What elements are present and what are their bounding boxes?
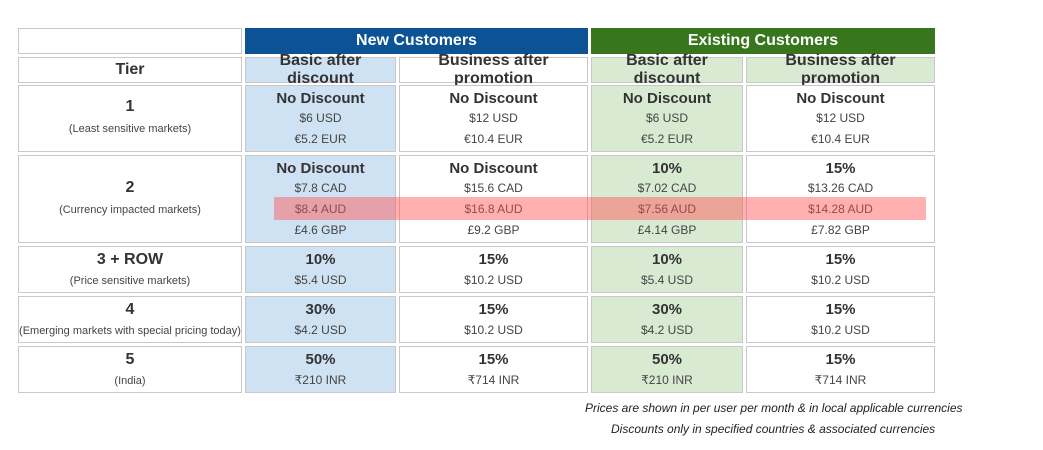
discount-label: 10% bbox=[651, 251, 683, 268]
price-value: £7.82 GBP bbox=[811, 223, 870, 237]
price-cell: No Discount $6 USD €5.2 EUR bbox=[245, 85, 396, 152]
tier-cell: 1 (Least sensitive markets) bbox=[18, 85, 242, 152]
price-cell: 10% $5.4 USD bbox=[591, 246, 743, 293]
discount-label: 15% bbox=[478, 351, 509, 368]
discount-label: 10% bbox=[651, 160, 683, 177]
price-cell: No Discount $6 USD €5.2 EUR bbox=[591, 85, 743, 152]
discount-label: 15% bbox=[825, 301, 856, 318]
price-cell: 15% ₹714 INR bbox=[746, 346, 935, 393]
price-cell: 30% $4.2 USD bbox=[245, 296, 396, 343]
price-value: €5.2 EUR bbox=[294, 132, 347, 146]
price-value: $10.2 USD bbox=[811, 323, 870, 337]
price-value: €5.2 EUR bbox=[640, 132, 694, 146]
price-value: $4.2 USD bbox=[640, 323, 694, 337]
tier-number: 5 bbox=[125, 351, 135, 368]
footnote-discounts: Discounts only in specified countries & … bbox=[611, 422, 936, 436]
price-value: ₹210 INR bbox=[641, 373, 693, 387]
price-value: £9.2 GBP bbox=[467, 223, 520, 237]
price-value: $6 USD bbox=[299, 111, 342, 125]
tier-description: (Emerging markets with special pricing t… bbox=[19, 325, 241, 337]
price-value: $15.6 CAD bbox=[464, 181, 523, 195]
price-cell: 15% $10.2 USD bbox=[746, 246, 935, 293]
discount-label: 15% bbox=[825, 251, 856, 268]
price-cell: 15% $10.2 USD bbox=[399, 296, 588, 343]
price-value: $13.26 CAD bbox=[807, 181, 874, 195]
tier-cell: 5 (India) bbox=[18, 346, 242, 393]
existing-business-column-header: Business after promotion bbox=[746, 52, 935, 87]
price-value: $4.2 USD bbox=[294, 323, 347, 337]
tier-cell: 2 (Currency impacted markets) bbox=[18, 155, 242, 243]
price-cell: 30% $4.2 USD bbox=[591, 296, 743, 343]
discount-label: No Discount bbox=[276, 160, 365, 177]
tier-cell: 3 + ROW (Price sensitive markets) bbox=[18, 246, 242, 293]
price-cell: No Discount $7.8 CAD $8.4 AUD £4.6 GBP bbox=[245, 155, 396, 243]
footnote-pricing: Prices are shown in per user per month &… bbox=[585, 401, 963, 415]
price-cell: 15% $13.26 CAD $14.28 AUD £7.82 GBP bbox=[746, 155, 935, 243]
price-value: $6 USD bbox=[645, 111, 689, 125]
price-cell: 10% $5.4 USD bbox=[245, 246, 396, 293]
tier-number: 2 bbox=[125, 179, 135, 196]
price-cell: 50% ₹210 INR bbox=[591, 346, 743, 393]
price-value: £4.14 GBP bbox=[637, 223, 697, 237]
price-value: $10.2 USD bbox=[464, 323, 523, 337]
price-cell: 10% $7.02 CAD $7.56 AUD £4.14 GBP bbox=[591, 155, 743, 243]
tier-cell: 4 (Emerging markets with special pricing… bbox=[18, 296, 242, 343]
new-business-column-header: Business after promotion bbox=[399, 52, 588, 87]
price-value: €10.4 EUR bbox=[464, 132, 523, 146]
price-cell: 50% ₹210 INR bbox=[245, 346, 396, 393]
price-value: $16.8 AUD bbox=[464, 202, 523, 216]
existing-basic-column-header: Basic after discount bbox=[591, 52, 743, 87]
price-value: $5.4 USD bbox=[294, 273, 347, 287]
discount-label: 30% bbox=[305, 301, 336, 318]
price-cell: No Discount $12 USD €10.4 EUR bbox=[746, 85, 935, 152]
price-value: €10.4 EUR bbox=[811, 132, 870, 146]
price-value: £4.6 GBP bbox=[294, 223, 347, 237]
price-cell: 15% $10.2 USD bbox=[746, 296, 935, 343]
tier-description: (India) bbox=[114, 375, 146, 387]
header-empty-cell bbox=[18, 28, 242, 54]
price-value: $12 USD bbox=[469, 111, 518, 125]
tier-number: 4 bbox=[125, 301, 135, 318]
discount-label: No Discount bbox=[622, 90, 712, 107]
price-value: $12 USD bbox=[816, 111, 865, 125]
price-value: $7.8 CAD bbox=[294, 181, 347, 195]
discount-label: 50% bbox=[651, 351, 683, 368]
discount-label: 15% bbox=[478, 251, 509, 268]
discount-label: 30% bbox=[651, 301, 683, 318]
tier-column-header: Tier bbox=[18, 57, 242, 83]
price-cell: No Discount $15.6 CAD $16.8 AUD £9.2 GBP bbox=[399, 155, 588, 243]
price-value: ₹714 INR bbox=[467, 373, 520, 387]
price-value: $5.4 USD bbox=[640, 273, 694, 287]
discount-label: 15% bbox=[825, 351, 856, 368]
new-customers-header: New Customers bbox=[245, 28, 588, 54]
discount-label: 10% bbox=[305, 251, 336, 268]
price-value: $10.2 USD bbox=[811, 273, 870, 287]
price-cell: 15% ₹714 INR bbox=[399, 346, 588, 393]
tier-number: 3 + ROW bbox=[96, 251, 164, 268]
discount-label: 15% bbox=[478, 301, 509, 318]
discount-label: No Discount bbox=[276, 90, 365, 107]
tier-number: 1 bbox=[125, 98, 135, 115]
new-basic-column-header: Basic after discount bbox=[245, 52, 396, 87]
price-value: $7.56 AUD bbox=[637, 202, 697, 216]
discount-label: 50% bbox=[305, 351, 336, 368]
price-value: $7.02 CAD bbox=[637, 181, 697, 195]
price-value: $10.2 USD bbox=[464, 273, 523, 287]
existing-customers-header: Existing Customers bbox=[591, 28, 935, 54]
tier-description: (Least sensitive markets) bbox=[68, 123, 192, 135]
tier-description: (Currency impacted markets) bbox=[59, 204, 201, 216]
tier-description: (Price sensitive markets) bbox=[69, 275, 191, 287]
price-value: $14.28 AUD bbox=[808, 202, 873, 216]
price-cell: No Discount $12 USD €10.4 EUR bbox=[399, 85, 588, 152]
price-value: $8.4 AUD bbox=[294, 202, 347, 216]
discount-label: No Discount bbox=[449, 90, 538, 107]
discount-label: 15% bbox=[825, 160, 856, 177]
price-cell: 15% $10.2 USD bbox=[399, 246, 588, 293]
price-value: ₹210 INR bbox=[294, 373, 347, 387]
discount-label: No Discount bbox=[796, 90, 885, 107]
discount-label: No Discount bbox=[449, 160, 538, 177]
price-value: ₹714 INR bbox=[814, 373, 867, 387]
